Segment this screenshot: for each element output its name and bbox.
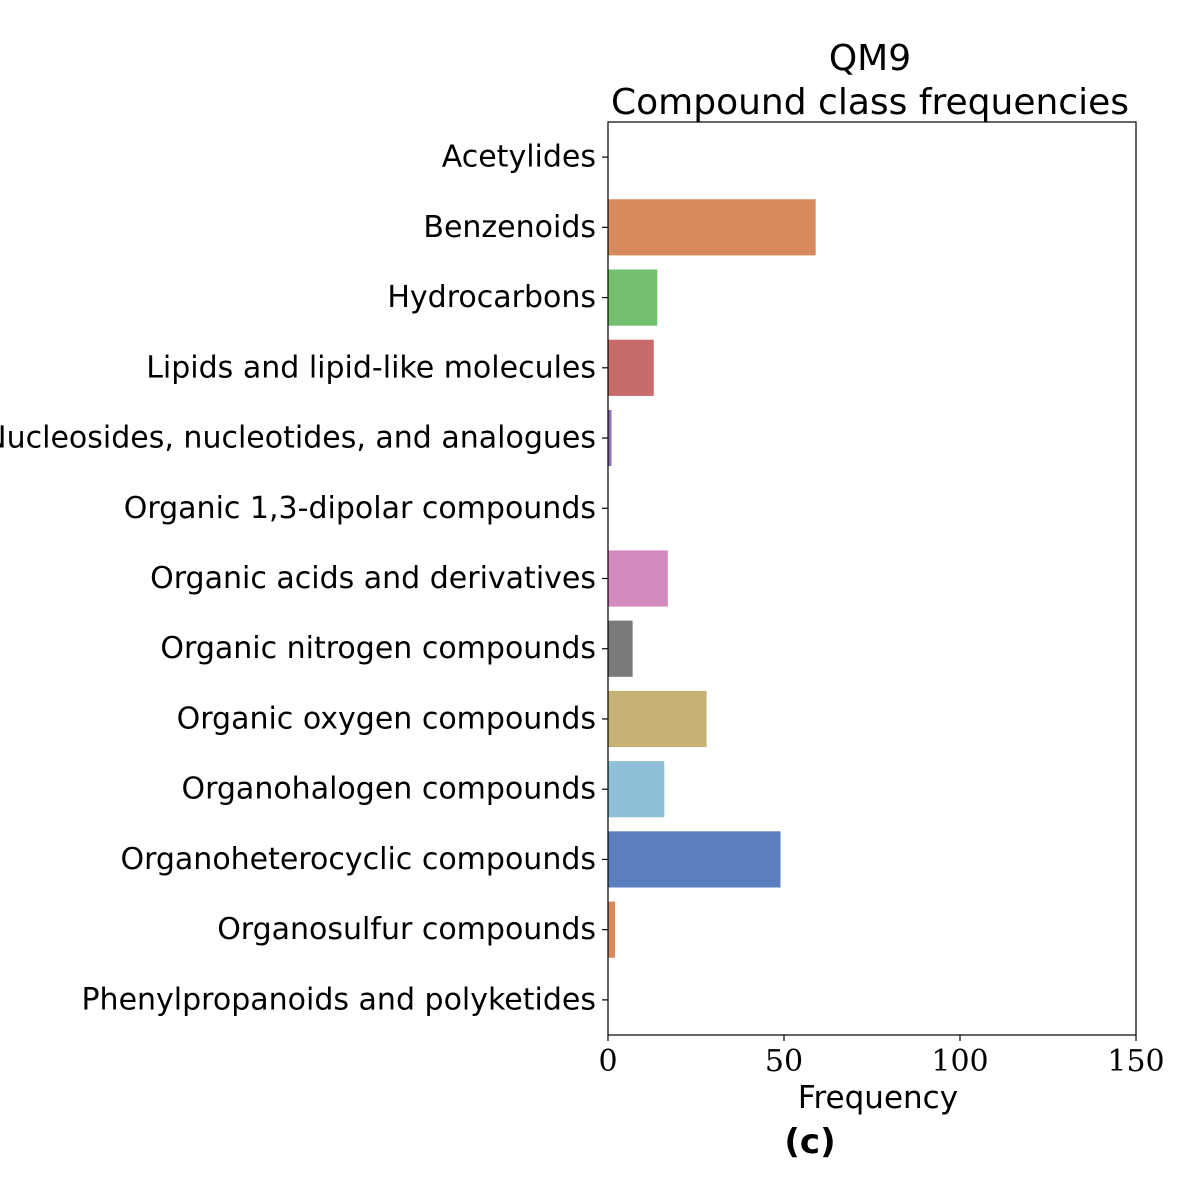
figure-caption: (c) (784, 1122, 835, 1162)
category-label: Organic nitrogen compounds (160, 631, 596, 666)
bar (608, 831, 781, 888)
bar (608, 620, 633, 677)
x-tick-label: 150 (1107, 1044, 1164, 1079)
bar (608, 550, 668, 607)
plot-frame (607, 121, 1137, 1036)
bar (608, 901, 616, 958)
category-label: Benzenoids (423, 210, 596, 245)
bar (608, 269, 658, 326)
chart-title-line1: QM9 (829, 38, 911, 79)
x-ticks: 0 50 100 150 (598, 1035, 1165, 1079)
category-label: Organoheterocyclic compounds (120, 842, 596, 877)
category-label: Lipids and lipid-like molecules (146, 350, 596, 385)
x-tick-label: 100 (931, 1044, 988, 1079)
category-label: Organic oxygen compounds (177, 701, 596, 736)
category-label: Organic 1,3-dipolar compounds (124, 491, 596, 526)
chart-title-line2: Compound class frequencies (611, 82, 1129, 123)
category-labels: Acetylides Benzenoids Hydrocarbons Lipids a… (0, 140, 608, 1017)
category-label: Nucleosides, nucleotides, and analogues (0, 421, 596, 456)
category-label: Phenylpropanoids and polyketides (81, 982, 596, 1017)
x-axis-label: Frequency (798, 1080, 958, 1116)
category-label: Acetylides (442, 140, 596, 175)
bar (608, 409, 612, 467)
bar (608, 199, 816, 256)
category-label: Organic acids and derivatives (150, 561, 596, 596)
category-label: Hydrocarbons (387, 280, 596, 315)
category-label: Organosulfur compounds (217, 912, 596, 947)
bars-group (608, 199, 816, 958)
category-label: Organohalogen compounds (181, 772, 596, 807)
bar (608, 690, 707, 748)
bar (608, 761, 665, 818)
x-tick-label: 50 (765, 1044, 803, 1079)
bar (608, 339, 654, 396)
x-tick-label: 0 (598, 1044, 617, 1079)
